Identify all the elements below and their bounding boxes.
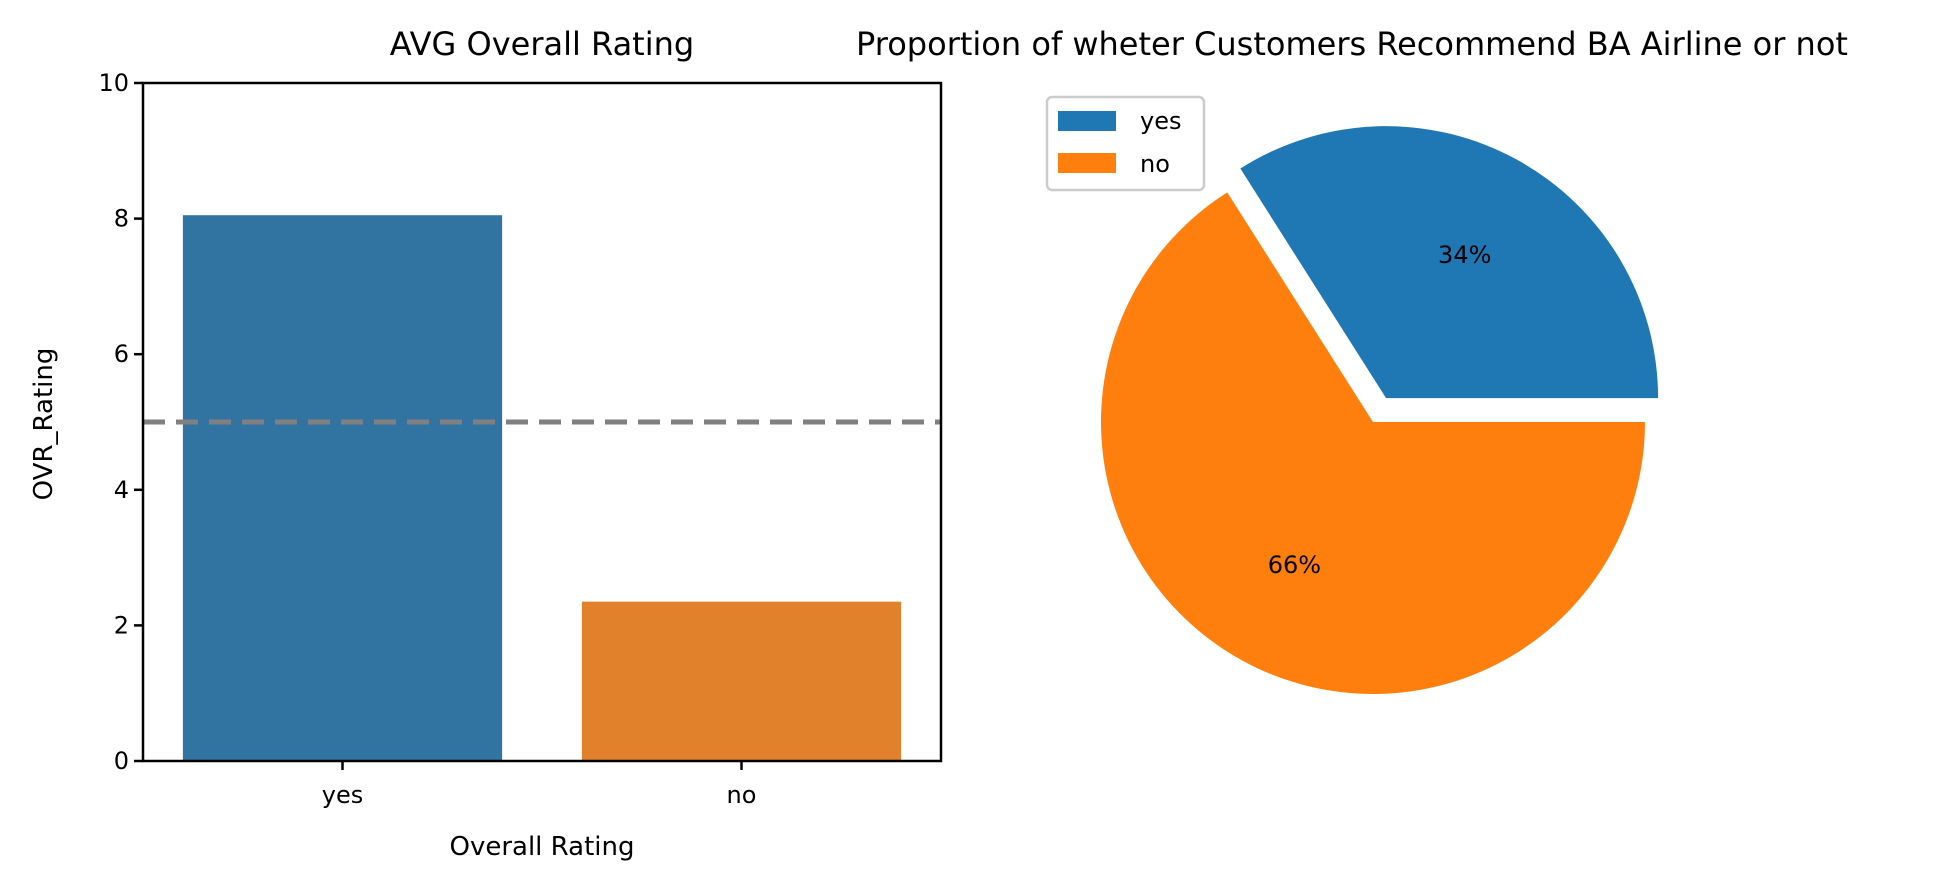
legend: yes no: [1045, 95, 1206, 192]
pie-chart: Proportion of wheter Customers Recommend…: [856, 25, 1848, 694]
x-tick-label-yes: yes: [322, 781, 363, 809]
y-tick-label: 4: [114, 476, 129, 504]
bar-marks: [182, 215, 902, 761]
bar-chart: AVG Overall Rating 0 2 4 6 8 10 yes no Overall…: [29, 25, 943, 862]
legend-label-yes: yes: [1140, 107, 1181, 135]
bar-yes: [182, 215, 503, 761]
y-tick-label: 10: [98, 69, 129, 97]
legend-swatch-no: [1058, 153, 1116, 173]
pie-chart-title: Proportion of wheter Customers Recommend…: [856, 25, 1848, 63]
pie-slice-yes: [1240, 126, 1659, 399]
y-axis-label: OVR_Rating: [29, 348, 59, 501]
y-tick-label: 8: [114, 205, 129, 233]
x-axis-label: Overall Rating: [449, 832, 634, 862]
y-tick-label: 6: [114, 340, 129, 368]
legend-label-no: no: [1140, 150, 1170, 178]
y-tick-label: 2: [114, 611, 129, 639]
bar-chart-title: AVG Overall Rating: [390, 25, 694, 63]
x-tick-label-no: no: [727, 781, 757, 809]
pie-slice-no: [1101, 192, 1645, 694]
legend-swatch-yes: [1058, 111, 1116, 131]
pie-pct-label-yes: 34%: [1438, 241, 1491, 269]
bar-no: [581, 601, 902, 761]
x-axis-ticks: yes no: [322, 761, 757, 809]
pie-pct-label-no: 66%: [1268, 551, 1321, 579]
pie-marks: 34% 66%: [1101, 126, 1659, 694]
plot-frame: [141, 81, 943, 763]
y-axis-ticks: 0 2 4 6 8 10: [98, 69, 143, 775]
y-tick-label: 0: [114, 747, 129, 775]
